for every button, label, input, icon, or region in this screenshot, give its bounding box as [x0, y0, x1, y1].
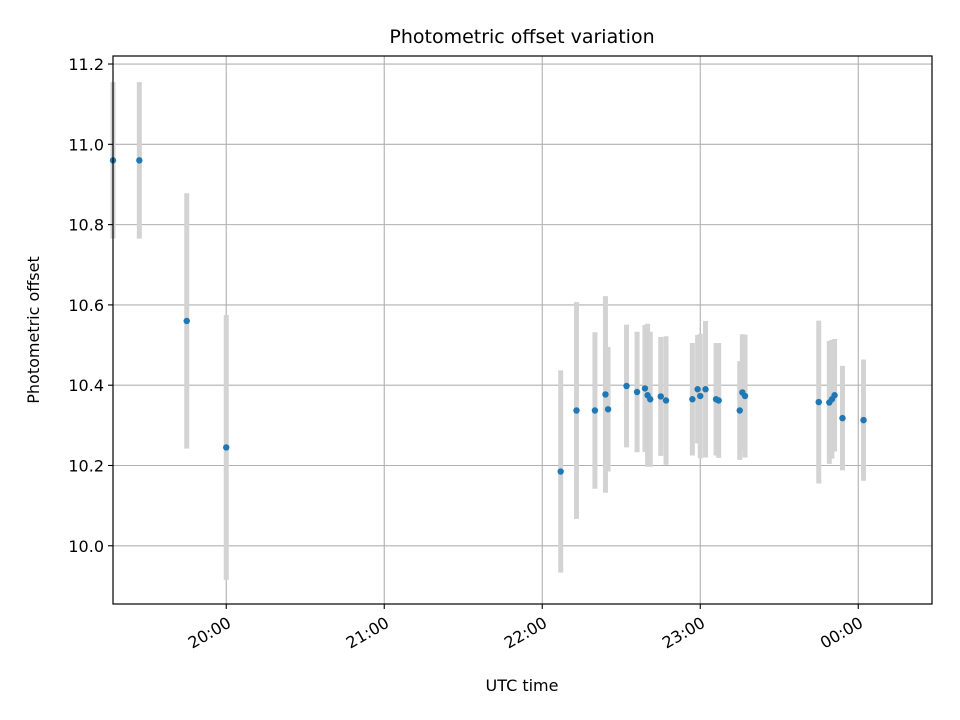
- data-point: [623, 382, 630, 390]
- data-point: [604, 406, 612, 413]
- chart-title: Photometric offset variation: [389, 26, 654, 48]
- data-point: [557, 468, 564, 475]
- data-point: [702, 386, 709, 393]
- data-point: [736, 407, 743, 414]
- y-tick-label: 10.8: [68, 216, 104, 235]
- data-point: [694, 386, 701, 393]
- y-tick-label: 10.6: [68, 296, 104, 315]
- y-tick-label: 10.0: [68, 537, 104, 556]
- data-point: [223, 444, 230, 451]
- y-axis-ticks: 10.0 10.2 10.4 10.6 10.8 11.0 11.2: [68, 55, 113, 556]
- y-tick-label: 11.2: [68, 55, 104, 74]
- data-point: [815, 398, 822, 406]
- data-point: [715, 397, 722, 404]
- data-point: [662, 397, 670, 404]
- data-point: [591, 407, 599, 414]
- data-point: [647, 396, 654, 403]
- y-tick-label: 10.2: [68, 456, 104, 475]
- data-point: [741, 392, 749, 400]
- data-point: [136, 157, 143, 164]
- y-tick-label: 10.4: [68, 376, 104, 395]
- data-point: [602, 391, 609, 398]
- grid-lines: [113, 56, 932, 604]
- data-point: [657, 393, 664, 400]
- y-axis-title: Photometric offset: [24, 256, 43, 404]
- data-point: [641, 385, 649, 392]
- data-points: [109, 157, 867, 475]
- plot-area-frame: [112, 55, 933, 605]
- data-point: [573, 407, 580, 414]
- data-point: [839, 414, 846, 422]
- data-point: [183, 317, 190, 325]
- x-axis-title: UTC time: [486, 676, 559, 695]
- y-tick-label: 11.0: [68, 135, 104, 154]
- data-point: [689, 396, 696, 403]
- data-point: [697, 392, 704, 400]
- data-point: [633, 388, 641, 396]
- data-point: [860, 416, 867, 424]
- data-point: [831, 392, 838, 399]
